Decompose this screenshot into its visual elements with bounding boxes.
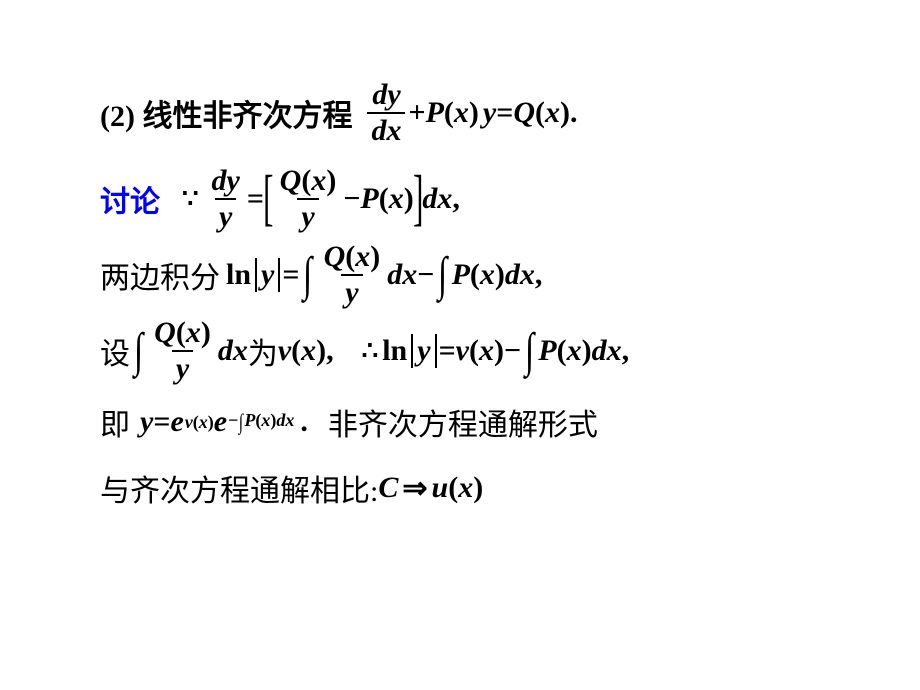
abs-y-2: y bbox=[409, 334, 438, 368]
line3-label: 两边积分 bbox=[100, 253, 220, 297]
line2-frac-dy-y: dy y bbox=[208, 166, 244, 232]
abs-y-1: y bbox=[253, 258, 282, 292]
line-6: 与齐次方程通解相比: C ⇒ u ( x ) bbox=[100, 466, 825, 510]
line4-frac-Q-y: Q(x) y bbox=[150, 318, 215, 384]
line1-frac: dy dx bbox=[367, 80, 405, 146]
line5-desc: 非齐次方程通解形式 bbox=[328, 400, 598, 444]
exp-int-Pdx: −∫P(x)dx bbox=[228, 409, 294, 435]
line-1: (2) 线性非齐次方程 dy dx + P ( x ) y = Q ( x ). bbox=[100, 80, 825, 146]
line4-set: 设 bbox=[100, 329, 130, 373]
line-5: 即 y = e v(x) e −∫P(x)dx . 非齐次方程通解形式 bbox=[100, 400, 825, 444]
integral-icon: ∫ bbox=[525, 332, 534, 370]
integral-icon: ∫ bbox=[303, 256, 312, 294]
line2-frac-Q-y: Q(x) y bbox=[276, 166, 341, 232]
line-4: 设 ∫ Q(x) y dx 为 v ( x ), ∴ ln y = v ( x … bbox=[100, 318, 825, 384]
integral-icon: ∫ bbox=[438, 256, 447, 294]
integral-icon: ∫ bbox=[134, 332, 143, 370]
line-3: 两边积分 ln y = ∫ Q(x) y dx − ∫ P ( x ) dx , bbox=[100, 242, 825, 308]
discuss-label: 讨论 bbox=[100, 177, 160, 221]
line-2: 讨论 ∵ dy y = [ Q(x) y − P ( x ) ] dx , bbox=[100, 166, 825, 232]
line6-pre: 与齐次方程通解相比: bbox=[100, 466, 378, 510]
line3-frac-Q-y: Q(x) y bbox=[320, 242, 385, 308]
line1-label: (2) 线性非齐次方程 bbox=[100, 91, 352, 135]
right-bracket-icon: ] bbox=[413, 174, 423, 224]
exp-vx: v(x) bbox=[185, 412, 214, 433]
small-integral-icon: ∫ bbox=[239, 409, 243, 435]
line5-ji: 即 bbox=[100, 400, 130, 444]
left-bracket-icon: [ bbox=[263, 174, 273, 224]
